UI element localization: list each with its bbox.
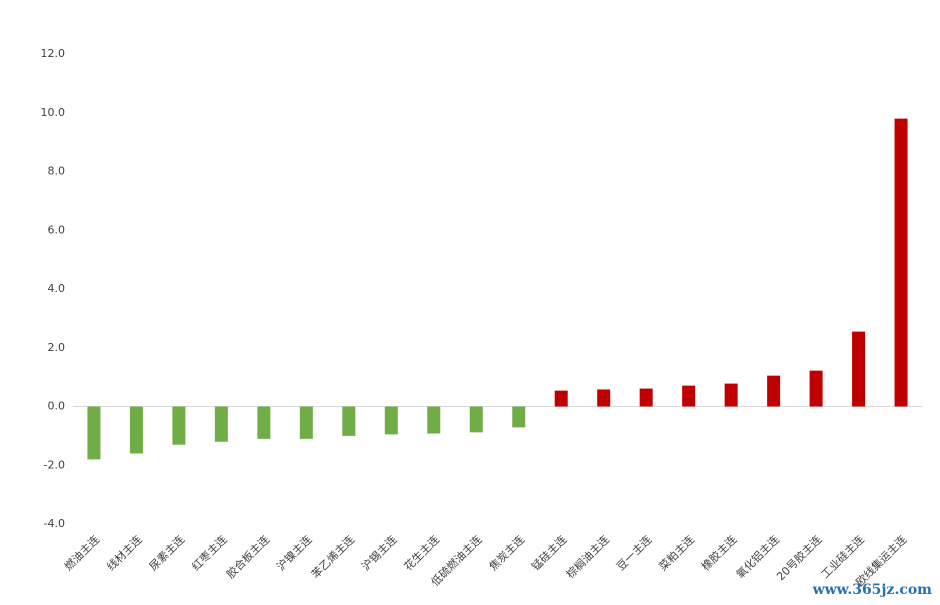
bar bbox=[427, 406, 441, 434]
y-tick-label: 4.0 bbox=[48, 282, 66, 295]
y-tick-label: 2.0 bbox=[48, 341, 66, 354]
watermark: www.365jz.com bbox=[812, 582, 933, 598]
y-tick-label: -4.0 bbox=[44, 517, 65, 530]
bar bbox=[469, 406, 483, 433]
bar bbox=[809, 370, 823, 407]
bar bbox=[129, 406, 143, 454]
bar bbox=[852, 331, 866, 407]
bar bbox=[172, 406, 186, 445]
y-tick-label: 8.0 bbox=[48, 165, 66, 178]
bar bbox=[299, 406, 313, 439]
bar bbox=[214, 406, 228, 442]
bar bbox=[894, 118, 908, 407]
bar bbox=[767, 375, 781, 407]
bar bbox=[682, 385, 696, 407]
bar bbox=[87, 406, 101, 460]
y-tick-label: 12.0 bbox=[41, 47, 66, 60]
bar bbox=[257, 406, 271, 439]
bar bbox=[639, 388, 653, 407]
bar bbox=[597, 389, 611, 407]
y-tick-label: 10.0 bbox=[41, 106, 66, 119]
bar bbox=[554, 390, 568, 407]
bar bbox=[512, 406, 526, 428]
y-tick-label: 0.0 bbox=[48, 400, 66, 413]
y-tick-label: -2.0 bbox=[44, 458, 65, 471]
y-tick-label: 6.0 bbox=[48, 223, 66, 236]
bar bbox=[342, 406, 356, 436]
bar bbox=[724, 383, 738, 407]
bar bbox=[384, 406, 398, 435]
